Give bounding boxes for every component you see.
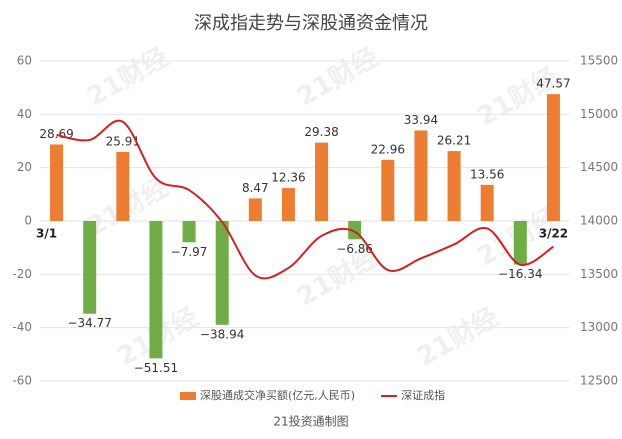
y2-tick-label: 15500 [580,54,618,68]
data-label: 22.96 [371,142,405,156]
bar [315,142,329,221]
y-tick-label: 0 [24,214,32,228]
data-label: 12.36 [271,171,305,185]
y-tick-label: 60 [17,54,32,68]
line [56,119,554,280]
bar [215,221,229,325]
bar [480,184,494,221]
bar [149,221,163,359]
data-label: −16.34 [498,267,542,281]
y-tick-label: -20 [12,267,32,281]
data-label: 47.57 [536,77,570,91]
bar [83,221,97,314]
data-label: 8.47 [242,181,269,195]
legend-label: 深股通成交净买额(亿元,人民币) [200,388,355,402]
data-label: −34.77 [67,316,111,330]
y2-tick-label: 13000 [580,320,618,334]
data-label: 26.21 [437,134,471,148]
x-tick-label: 3/1 [36,227,57,241]
watermark: 21财经 [292,42,384,113]
bar [381,159,395,221]
legend-label: 深证成指 [401,388,445,402]
watermark: 21财经 [82,42,174,113]
chart-title: 深成指走势与深股通资金情况 [194,13,428,34]
y-tick-label: -60 [12,374,32,388]
y2-tick-label: 14500 [580,160,618,174]
bar [447,151,461,221]
bar [116,151,130,221]
y2-tick-label: 15000 [580,107,618,121]
y2-tick-label: 14000 [580,214,618,228]
data-label: −6.86 [336,242,373,256]
bar [513,221,527,265]
y2-tick-label: 12500 [580,374,618,388]
data-label: 33.94 [404,113,438,127]
y2-tick-label: 13500 [580,267,618,281]
y-tick-label: -40 [12,320,32,334]
bar [50,144,64,221]
bar [281,188,295,221]
x-tick-label: 3/22 [539,227,568,241]
data-label: −7.97 [171,245,208,259]
y-tick-label: 20 [17,160,32,174]
source: 21投资通制图 [273,414,348,429]
data-label: 13.56 [470,167,504,181]
data-label: 29.38 [304,125,338,139]
data-label: −38.94 [200,327,244,341]
data-label: −51.51 [134,361,178,375]
bar [414,130,428,221]
watermark: 21财经 [412,302,504,373]
y-tick-label: 40 [17,107,32,121]
bar [248,198,262,221]
bar [182,221,196,243]
bar [546,94,560,221]
data-label: 25.91 [106,134,140,148]
legend-swatch [180,392,196,400]
